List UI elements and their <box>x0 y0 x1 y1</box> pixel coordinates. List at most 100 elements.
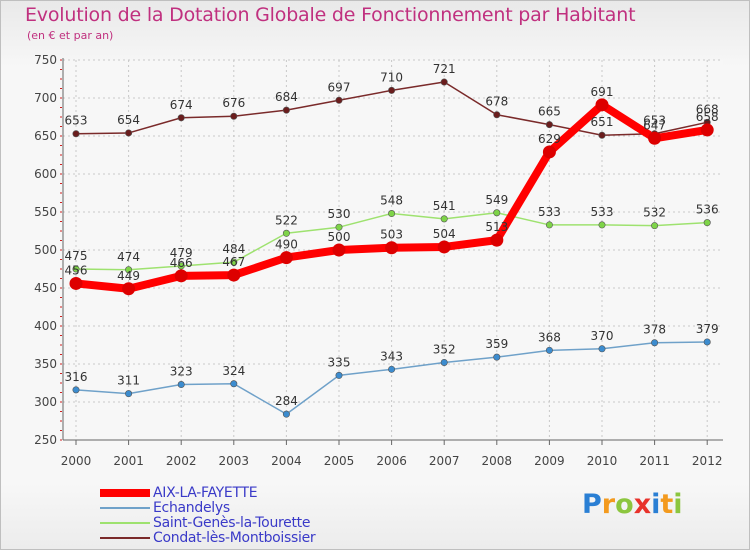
data-point-saint-genes <box>440 215 448 223</box>
data-point-echandelys <box>440 358 448 366</box>
data-point-aix <box>227 268 241 282</box>
legend-label-echandelys: Echandelys <box>153 500 230 516</box>
data-label-echandelys: 316 <box>65 370 88 384</box>
x-tick-label: 2006 <box>376 454 407 468</box>
data-label-aix: 500 <box>328 230 351 244</box>
y-tick-label: 450 <box>34 281 57 295</box>
data-point-aix <box>69 276 83 290</box>
data-point-saint-genes <box>125 266 133 274</box>
data-label-saint-genes: 548 <box>380 194 403 208</box>
chart-title: Evolution de la Dotation Globale de Fonc… <box>25 4 636 26</box>
y-tick-label: 650 <box>34 129 57 143</box>
legend-label-aix: AIX-LA-FAYETTE <box>153 485 258 501</box>
logo-letter: t <box>660 489 674 520</box>
x-tick-label: 2000 <box>61 454 92 468</box>
x-tick-label: 2012 <box>692 454 723 468</box>
data-point-echandelys <box>125 390 133 398</box>
legend-label-condat: Condat-lès-Montboissier <box>153 530 316 546</box>
data-point-echandelys <box>230 380 238 388</box>
data-label-aix: 658 <box>696 110 719 124</box>
data-label-echandelys: 379 <box>696 322 719 336</box>
data-label-saint-genes: 533 <box>538 205 561 219</box>
data-label-condat: 665 <box>538 105 561 119</box>
data-point-saint-genes <box>703 219 711 227</box>
y-tick-label: 700 <box>34 91 57 105</box>
data-point-echandelys <box>72 386 80 394</box>
data-label-aix: 467 <box>222 255 245 269</box>
data-point-saint-genes <box>230 258 238 266</box>
data-label-saint-genes: 536 <box>696 203 719 217</box>
data-label-saint-genes: 484 <box>222 242 245 256</box>
data-label-saint-genes: 549 <box>485 193 508 207</box>
data-point-saint-genes <box>651 222 659 230</box>
data-point-saint-genes <box>545 221 553 229</box>
data-label-condat: 684 <box>275 90 298 104</box>
data-point-aix <box>542 145 556 159</box>
data-point-echandelys <box>598 345 606 353</box>
x-tick-label: 2010 <box>587 454 618 468</box>
data-label-aix: 513 <box>485 220 508 234</box>
data-point-saint-genes <box>72 265 80 273</box>
data-label-condat: 651 <box>591 115 614 129</box>
data-point-echandelys <box>388 365 396 373</box>
data-point-condat <box>598 131 606 139</box>
x-tick-label: 2004 <box>271 454 302 468</box>
data-label-echandelys: 378 <box>643 323 666 337</box>
data-point-aix <box>332 243 346 257</box>
y-tick-label: 500 <box>34 243 57 257</box>
legend-swatch-aix <box>100 489 150 497</box>
data-label-echandelys: 359 <box>485 337 508 351</box>
data-point-aix <box>648 131 662 145</box>
data-label-aix: 456 <box>65 263 88 277</box>
data-point-saint-genes <box>598 221 606 229</box>
data-point-condat <box>177 114 185 122</box>
data-point-echandelys <box>545 346 553 354</box>
data-label-aix: 449 <box>117 269 140 283</box>
logo-letter: i <box>673 489 683 520</box>
data-point-condat <box>493 111 501 119</box>
data-label-condat: 697 <box>328 80 351 94</box>
data-point-saint-genes <box>177 262 185 270</box>
data-point-echandelys <box>282 410 290 418</box>
data-point-aix <box>279 251 293 265</box>
y-tick-label: 550 <box>34 205 57 219</box>
data-point-saint-genes <box>282 229 290 237</box>
logo-letter: x <box>633 489 652 520</box>
data-label-saint-genes: 530 <box>328 207 351 221</box>
data-label-aix: 629 <box>538 132 561 146</box>
data-point-condat <box>125 129 133 137</box>
data-label-echandelys: 324 <box>222 364 245 378</box>
data-point-condat <box>282 106 290 114</box>
data-point-echandelys <box>703 338 711 346</box>
y-tick-label: 300 <box>34 395 57 409</box>
x-tick-label: 2011 <box>639 454 670 468</box>
y-tick-label: 350 <box>34 357 57 371</box>
data-label-condat: 653 <box>65 114 88 128</box>
data-label-echandelys: 343 <box>380 349 403 363</box>
data-point-saint-genes <box>493 209 501 217</box>
data-label-saint-genes: 474 <box>117 250 140 264</box>
x-tick-label: 2002 <box>166 454 197 468</box>
data-label-echandelys: 311 <box>117 374 140 388</box>
data-label-saint-genes: 522 <box>275 213 298 227</box>
data-label-echandelys: 368 <box>538 330 561 344</box>
data-label-aix: 490 <box>275 238 298 252</box>
x-tick-label: 2005 <box>324 454 355 468</box>
x-tick-label: 2007 <box>429 454 460 468</box>
legend-label-saint-genes: Saint-Genès-la-Tourette <box>153 515 311 531</box>
data-point-condat <box>72 130 80 138</box>
logo-letter: i <box>651 489 661 520</box>
data-point-condat <box>230 112 238 120</box>
legend-swatch-saint-genes <box>100 522 150 524</box>
data-point-echandelys <box>493 353 501 361</box>
x-tick-label: 2009 <box>534 454 565 468</box>
y-tick-label: 750 <box>34 53 57 67</box>
data-label-aix: 691 <box>591 85 614 99</box>
y-tick-label: 250 <box>34 433 57 447</box>
proxiti-logo: Proxiti <box>582 489 683 520</box>
data-label-echandelys: 370 <box>591 329 614 343</box>
data-label-saint-genes: 475 <box>65 249 88 263</box>
y-tick-label: 400 <box>34 319 57 333</box>
x-tick-label: 2008 <box>482 454 513 468</box>
data-label-condat: 668 <box>696 102 719 116</box>
